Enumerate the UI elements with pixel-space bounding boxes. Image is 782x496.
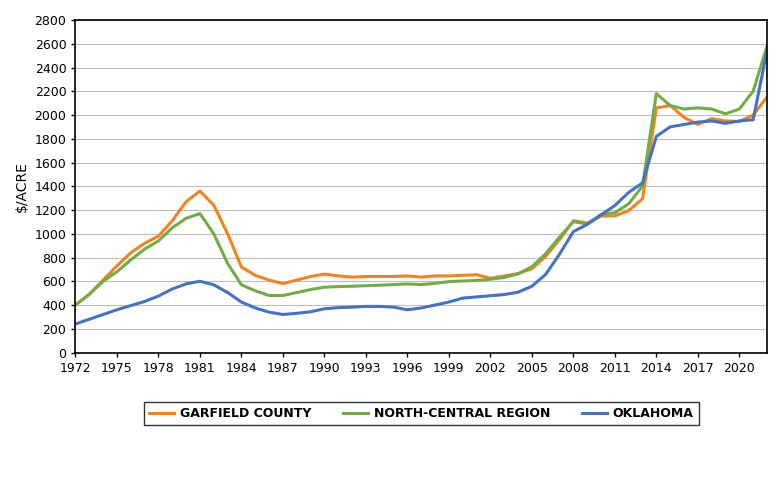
GARFIELD COUNTY [569, 218, 578, 224]
NORTH-CENTRAL REGION [223, 260, 232, 266]
GARFIELD COUNTY [292, 277, 301, 283]
Line: NORTH-CENTRAL REGION: NORTH-CENTRAL REGION [75, 46, 767, 305]
OKLAHOMA [569, 229, 578, 235]
GARFIELD COUNTY [527, 266, 536, 272]
GARFIELD COUNTY [748, 112, 758, 118]
OKLAHOMA [70, 321, 80, 327]
OKLAHOMA [223, 290, 232, 296]
NORTH-CENTRAL REGION [527, 264, 536, 270]
NORTH-CENTRAL REGION [748, 88, 758, 94]
GARFIELD COUNTY [278, 281, 288, 287]
GARFIELD COUNTY [223, 231, 232, 237]
NORTH-CENTRAL REGION [292, 290, 301, 296]
OKLAHOMA [527, 283, 536, 289]
GARFIELD COUNTY [762, 94, 772, 100]
Line: GARFIELD COUNTY: GARFIELD COUNTY [75, 97, 767, 305]
NORTH-CENTRAL REGION [569, 219, 578, 225]
Line: OKLAHOMA: OKLAHOMA [75, 51, 767, 324]
OKLAHOMA [278, 311, 288, 317]
OKLAHOMA [292, 310, 301, 316]
OKLAHOMA [762, 48, 772, 54]
OKLAHOMA [748, 117, 758, 123]
NORTH-CENTRAL REGION [70, 302, 80, 308]
Legend: GARFIELD COUNTY, NORTH-CENTRAL REGION, OKLAHOMA: GARFIELD COUNTY, NORTH-CENTRAL REGION, O… [144, 402, 698, 425]
NORTH-CENTRAL REGION [278, 293, 288, 299]
NORTH-CENTRAL REGION [762, 43, 772, 49]
GARFIELD COUNTY [70, 302, 80, 308]
Y-axis label: $/ACRE: $/ACRE [15, 161, 29, 212]
